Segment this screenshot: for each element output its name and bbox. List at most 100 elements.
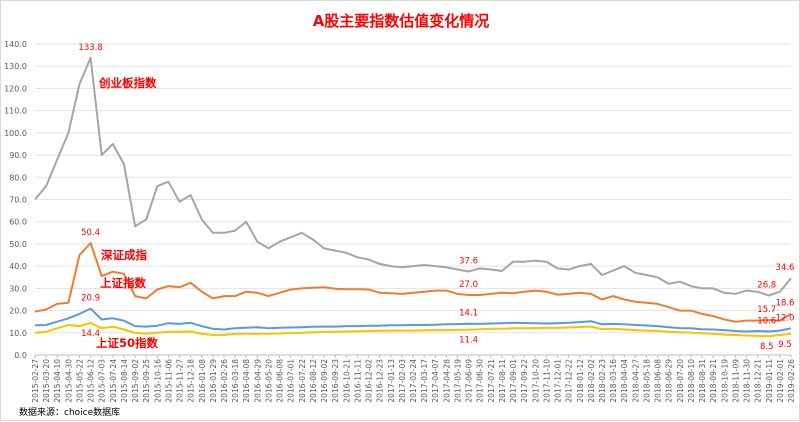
x-tick-label: 2015-09-25 — [142, 359, 151, 403]
y-tick-label: 0.0 — [14, 351, 27, 360]
x-tick-label: 2015-06-12 — [87, 359, 96, 403]
x-tick-label: 2016-04-29 — [253, 359, 262, 403]
x-tick-label: 2016-09-23 — [331, 359, 340, 403]
x-tick-label: 2015-03-20 — [42, 359, 51, 403]
data-label: 18.6 — [776, 299, 795, 309]
x-tick-label: 2017-09-01 — [509, 359, 518, 403]
y-tick-label: 60.0 — [9, 218, 27, 227]
x-tick-label: 2017-03-17 — [420, 359, 429, 403]
x-tick-label: 2016-07-01 — [287, 359, 296, 403]
x-tick-label: 2016-08-12 — [309, 359, 318, 403]
series-label: 上证指数 — [100, 276, 146, 290]
x-tick-label: 2016-01-29 — [209, 359, 218, 403]
x-tick-label: 2018-08-10 — [687, 359, 696, 403]
y-tick-label: 140.0 — [4, 40, 27, 49]
series-lines — [34, 56, 792, 338]
x-tick-label: 2016-12-02 — [365, 359, 374, 403]
series-line-2 — [34, 307, 792, 333]
y-tick-label: 20.0 — [9, 307, 27, 316]
gridlines — [35, 43, 791, 356]
y-axis: 0.0 10.0 20.0 30.0 40.0 50.0 60.0 70.0 80.0 90.0 1… — [4, 40, 27, 360]
x-tick-label: 2018-12-21 — [754, 359, 763, 403]
x-tick-label: 2016-06-08 — [276, 359, 285, 403]
x-tick-label: 2018-07-20 — [676, 359, 685, 403]
x-tick-label: 2015-02-27 — [31, 359, 40, 403]
x-tick-label: 2016-11-11 — [353, 359, 362, 403]
x-tick-label: 2016-02-26 — [220, 359, 229, 403]
x-tick-label: 2017-05-19 — [453, 359, 462, 403]
x-tick-label: 2015-11-06 — [164, 359, 173, 403]
y-tick-label: 40.0 — [9, 262, 27, 271]
x-tick-label: 2016-04-08 — [242, 359, 251, 403]
x-tick-label: 2016-10-21 — [342, 359, 351, 403]
series-label: 创业板指数 — [98, 76, 157, 90]
x-tick-label: 2019-02-26 — [787, 359, 796, 403]
y-tick-label: 120.0 — [4, 84, 27, 93]
y-tick-label: 10.0 — [9, 329, 27, 338]
x-tick-label: 2017-07-21 — [487, 359, 496, 403]
series-line-1 — [34, 242, 792, 323]
x-tick-label: 2016-05-20 — [264, 359, 273, 403]
series-label: 上证50指数 — [96, 336, 159, 350]
x-tick-label: 2018-02-23 — [598, 359, 607, 403]
x-tick-label: 2019-02-01 — [776, 359, 785, 403]
series-line-3 — [34, 322, 792, 338]
data-label: 8.5 — [760, 342, 774, 352]
data-label: 26.8 — [757, 280, 776, 290]
data-label: 133.8 — [78, 43, 102, 53]
x-tick-label: 2016-12-23 — [376, 359, 385, 403]
x-tick-label: 2018-04-27 — [631, 359, 640, 403]
x-tick-label: 2018-09-21 — [709, 359, 718, 403]
x-tick-label: 2017-06-30 — [476, 359, 485, 403]
series-line-0 — [34, 56, 792, 297]
data-labels: 133.8 50.4 20.9 14.4 37.6 27.0 14.1 11.4 26.8 15.… — [78, 43, 794, 352]
y-tick-label: 50.0 — [9, 240, 27, 249]
data-source-note: 数据来源：choice数据库 — [19, 406, 120, 418]
y-tick-label: 30.0 — [9, 284, 27, 293]
x-tick-label: 2018-01-12 — [576, 359, 585, 403]
x-tick-label: 2016-07-22 — [298, 359, 307, 403]
x-tick-label: 2018-02-02 — [587, 359, 596, 403]
x-tick-label: 2017-11-10 — [542, 359, 551, 403]
x-tick-label: 2016-09-02 — [320, 359, 329, 403]
data-label: 10.6 — [757, 316, 776, 326]
y-tick-label: 90.0 — [9, 151, 27, 160]
data-label: 15.7 — [757, 305, 776, 315]
x-tick-label: 2015-08-14 — [120, 359, 129, 403]
x-tick-label: 2015-05-22 — [75, 359, 84, 403]
data-label: 34.6 — [776, 263, 795, 273]
data-label: 50.4 — [81, 228, 100, 238]
series-label: 深证成指 — [101, 248, 147, 262]
x-tick-label: 2017-09-22 — [520, 359, 529, 403]
data-label: 9.5 — [778, 340, 792, 350]
data-label: 12.0 — [776, 313, 795, 323]
x-tick-label: 2018-08-31 — [698, 359, 707, 403]
data-label: 11.4 — [459, 336, 478, 346]
x-tick-label: 2017-04-28 — [442, 359, 451, 403]
x-tick-label: 2017-01-13 — [387, 359, 396, 403]
x-tick-label: 2017-08-11 — [498, 359, 507, 403]
x-axis: 2015-02-27 2015-03-20 2015-04-10 2015-04-30… — [31, 355, 796, 403]
x-tick-label: 2018-06-08 — [654, 359, 663, 403]
chart-title: A股主要指数估值变化情况 — [313, 12, 490, 30]
x-tick-label: 2018-05-18 — [642, 359, 651, 403]
data-label: 20.9 — [81, 294, 100, 304]
x-tick-label: 2016-01-08 — [198, 359, 207, 403]
x-tick-label: 2018-10-19 — [720, 359, 729, 403]
y-tick-label: 130.0 — [4, 62, 27, 71]
x-tick-label: 2015-09-02 — [131, 359, 140, 403]
x-tick-label: 2015-04-10 — [53, 359, 62, 403]
x-tick-label: 2015-04-30 — [64, 359, 73, 403]
x-tick-label: 2017-02-03 — [398, 359, 407, 403]
y-tick-label: 80.0 — [9, 173, 27, 182]
data-label: 37.6 — [459, 256, 478, 266]
data-label: 27.0 — [459, 280, 478, 290]
data-label: 14.1 — [459, 309, 478, 319]
x-tick-label: 2015-12-18 — [187, 359, 196, 403]
x-tick-label: 2015-11-27 — [176, 359, 185, 403]
x-tick-label: 2017-06-09 — [465, 359, 474, 403]
y-tick-label: 100.0 — [4, 129, 27, 138]
x-tick-label: 2018-04-04 — [620, 359, 629, 403]
